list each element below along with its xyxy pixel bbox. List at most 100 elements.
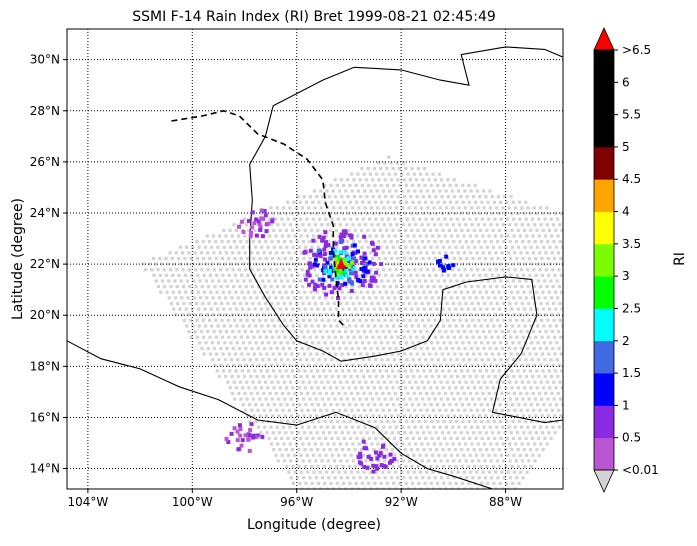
swath-pixel [389,318,393,322]
swath-pixel [549,296,554,300]
swath-pixel [212,268,216,272]
swath-pixel [382,206,386,210]
swath-pixel [395,240,399,244]
swath-pixel [505,217,510,221]
swath-pixel [385,166,389,171]
swath-pixel [190,307,195,311]
swath-pixel [370,318,375,322]
swath-pixel [440,431,444,435]
swath-pixel [392,358,397,362]
swath-pixel [193,313,197,317]
swath-pixel [406,251,410,255]
swath-pixel [527,397,531,401]
swath-pixel [394,487,398,489]
swath-pixel [363,346,367,351]
swath-pixel [298,358,303,362]
swath-pixel [343,313,347,317]
swath-pixel [476,346,480,351]
swath-pixel [528,448,533,452]
swath-pixel [517,341,521,345]
swath-pixel [529,228,533,232]
swath-pixel [404,245,408,249]
swath-pixel [270,380,274,384]
swath-pixel [418,296,422,300]
swath-pixel [374,234,378,238]
swath-pixel [309,352,313,356]
swath-pixel [311,296,315,300]
swath-pixel [296,290,301,294]
swath-pixel [264,240,268,244]
swath-pixel [383,178,387,182]
swath-pixel [374,436,378,440]
swath-pixel [353,211,357,216]
swath-pixel [234,290,238,294]
swath-pixel [544,251,548,255]
swath-pixel [279,279,284,283]
swath-pixel [294,268,298,272]
swath-pixel [533,459,537,463]
swath-pixel [509,431,513,435]
swath-pixel [415,335,419,339]
swath-pixel [407,206,411,210]
swath-pixel [421,178,425,182]
swath-pixel [450,329,454,334]
swath-pixel [240,352,244,356]
swath-pixel [249,391,253,396]
rain-pixel [343,231,348,236]
swath-pixel [368,470,372,474]
swath-pixel [330,234,335,238]
rain-pixel [378,451,383,456]
swath-pixel [391,166,395,171]
swath-pixel [291,307,295,311]
swath-pixel [384,290,388,294]
swath-pixel [538,206,543,210]
swath-pixel [396,178,400,182]
swath-pixel [532,285,536,289]
swath-pixel [467,183,471,187]
swath-pixel [345,223,349,227]
swath-pixel [275,268,279,272]
swath-pixel [256,425,261,429]
swath-pixel [451,363,455,367]
swath-pixel [278,369,282,373]
swath-pixel [323,436,328,440]
swath-pixel [405,374,410,379]
swath-pixel [423,183,427,187]
rain-pixel [324,292,329,297]
rain-pixel [363,256,368,261]
swath-pixel [360,324,364,328]
swath-pixel [190,290,194,294]
swath-pixel [540,273,545,277]
swath-pixel [458,476,462,480]
swath-pixel [494,425,499,429]
swath-pixel [344,285,349,289]
swath-pixel [473,403,477,407]
swath-pixel [400,189,404,193]
swath-pixel [447,386,452,390]
swath-pixel [339,380,343,384]
swath-pixel [333,178,337,182]
swath-pixel [491,290,495,294]
swath-pixel [325,189,329,193]
colorbar-tick-label: 4.5 [622,172,641,186]
swath-pixel [290,431,294,435]
swath-pixel [395,223,399,227]
swath-pixel [553,352,557,356]
swath-pixel [335,481,339,485]
rain-pixels [224,208,456,474]
swath-pixel [538,268,542,272]
swath-pixel [468,436,472,440]
swath-pixel [347,448,351,452]
swath-pixel [204,279,208,283]
rain-pixel [365,465,370,470]
swath-pixel [266,245,270,249]
swath-pixel [217,296,221,300]
rain-pixel [362,234,367,239]
swath-pixel [440,256,444,261]
swath-layer [141,155,563,489]
swath-pixel [308,476,312,480]
swath-pixel [443,313,447,317]
swath-pixel [387,408,392,412]
swath-pixel [340,352,344,356]
swath-pixel [376,459,381,463]
